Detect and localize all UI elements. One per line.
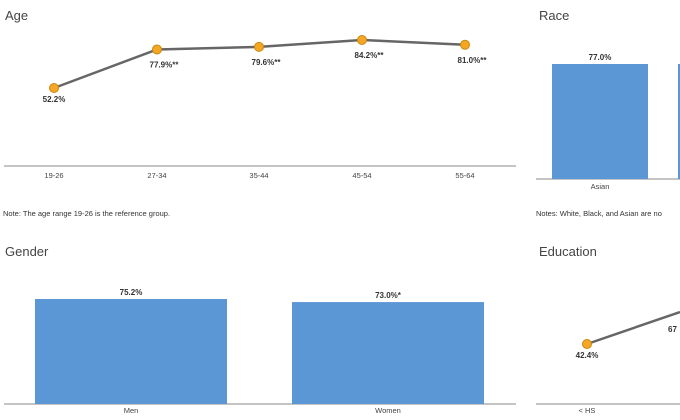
age-tick-label: 27-34 [147,171,166,180]
education-series-line [586,310,680,346]
age-data-label: 81.0%** [458,56,488,65]
age-data-label: 84.2%** [355,51,385,60]
race-tick-label: Asian [591,182,610,191]
gender-bar [292,302,484,404]
age-tick-label: 55-64 [455,171,474,180]
gender-chart-title: Gender [5,244,49,259]
race-note: Notes: White, Black, and Asian are no [536,209,662,218]
age-point [357,35,367,45]
age-point [460,39,470,50]
age-data-label: 79.6%** [252,58,282,67]
age-chart-title: Age [5,8,29,23]
race-data-label: 77.0% [589,53,612,62]
education-point [582,339,592,349]
education-line-chart: 42.4% 67 < HS [536,310,680,415]
gender-data-label: 73.0%* [375,291,402,300]
age-data-label: 52.2% [43,95,66,104]
education-data-label: 42.4% [576,351,599,360]
education-tick-label: < HS [579,406,596,415]
education-partial-label: 67 [668,325,677,334]
education-chart-title: Education [539,244,597,259]
age-data-label: 77.9%** [150,60,180,69]
age-point [152,44,162,55]
gender-bar [35,299,227,404]
gender-data-label: 75.2% [120,288,143,297]
gender-bar-chart: 75.2% Men 73.0%* Women [4,288,516,415]
age-tick-label: 45-54 [352,171,371,180]
age-note: Note: The age range 19-26 is the referen… [3,209,171,218]
gender-tick-label: Women [375,406,401,415]
race-bar-chart: 77.0% Asian [536,53,680,191]
age-point [49,83,59,93]
gender-tick-label: Men [124,406,139,415]
age-tick-label: 35-44 [249,171,268,180]
age-line-chart: 52.2% 19-26 77.9%** 27-34 79.6%** 35-44 84.2%*… [4,35,516,180]
age-tick-label: 19-26 [44,171,63,180]
race-chart-title: Race [539,8,570,23]
race-bar [552,64,648,179]
age-point [254,41,264,52]
